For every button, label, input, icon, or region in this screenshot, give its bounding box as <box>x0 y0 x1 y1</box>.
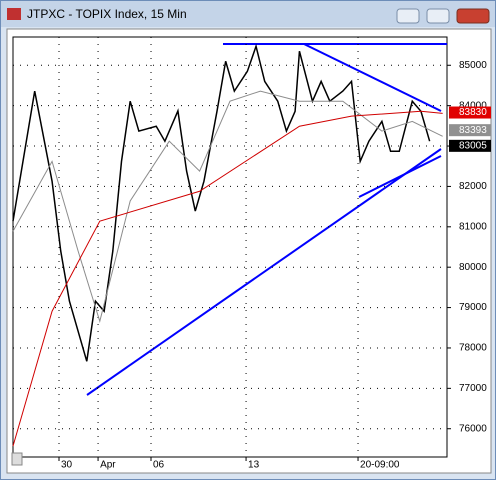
trendline <box>86 148 442 396</box>
window-icon <box>7 8 21 20</box>
y-tick-label: 79000 <box>459 302 487 313</box>
price-marker <box>449 139 491 152</box>
y-tick-label: 77000 <box>459 383 487 394</box>
maximize-button[interactable] <box>426 8 450 24</box>
y-tick-label: 84000 <box>459 100 487 111</box>
plot-area <box>12 36 448 458</box>
price-marker-label: 83393 <box>459 125 487 136</box>
x-tick-label: 30 <box>61 460 73 471</box>
price-marker-label: 83830 <box>459 107 487 118</box>
y-tick-label: 82000 <box>459 181 487 192</box>
x-tick-label: Apr <box>100 460 116 471</box>
window-title: JTPXC - TOPIX Index, 15 Min <box>27 7 187 21</box>
y-tick-label: 80000 <box>459 262 487 273</box>
y-tick-label: 76000 <box>459 423 487 434</box>
close-button[interactable] <box>456 8 490 24</box>
minimize-button[interactable] <box>396 8 420 24</box>
x-tick-label: 06 <box>153 460 165 471</box>
price-line <box>12 43 431 362</box>
price-marker-label: 83005 <box>459 140 487 151</box>
x-tick-label: 13 <box>248 460 260 471</box>
y-tick-label: 81000 <box>459 221 487 232</box>
price-line <box>12 110 443 447</box>
price-marker <box>449 106 491 119</box>
price-marker <box>449 124 491 137</box>
trendline <box>358 155 442 198</box>
x-tick-label: 20-09:00 <box>360 460 400 471</box>
chart-frame <box>6 28 492 474</box>
trendline <box>303 43 442 112</box>
scroll-box[interactable] <box>11 452 23 466</box>
y-tick-label: 85000 <box>459 60 487 71</box>
price-line <box>12 90 443 324</box>
y-tick-label: 78000 <box>459 343 487 354</box>
